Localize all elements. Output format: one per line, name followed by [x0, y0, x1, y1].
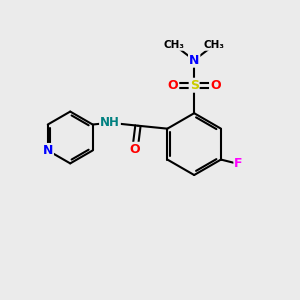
Text: O: O [210, 79, 221, 92]
Text: N: N [43, 144, 53, 157]
Text: NH: NH [100, 116, 120, 129]
Text: F: F [234, 158, 243, 170]
Text: CH₃: CH₃ [164, 40, 184, 50]
Text: O: O [130, 143, 140, 156]
Text: S: S [190, 79, 199, 92]
Text: O: O [168, 79, 178, 92]
Text: N: N [189, 54, 200, 67]
Text: CH₃: CH₃ [204, 40, 225, 50]
